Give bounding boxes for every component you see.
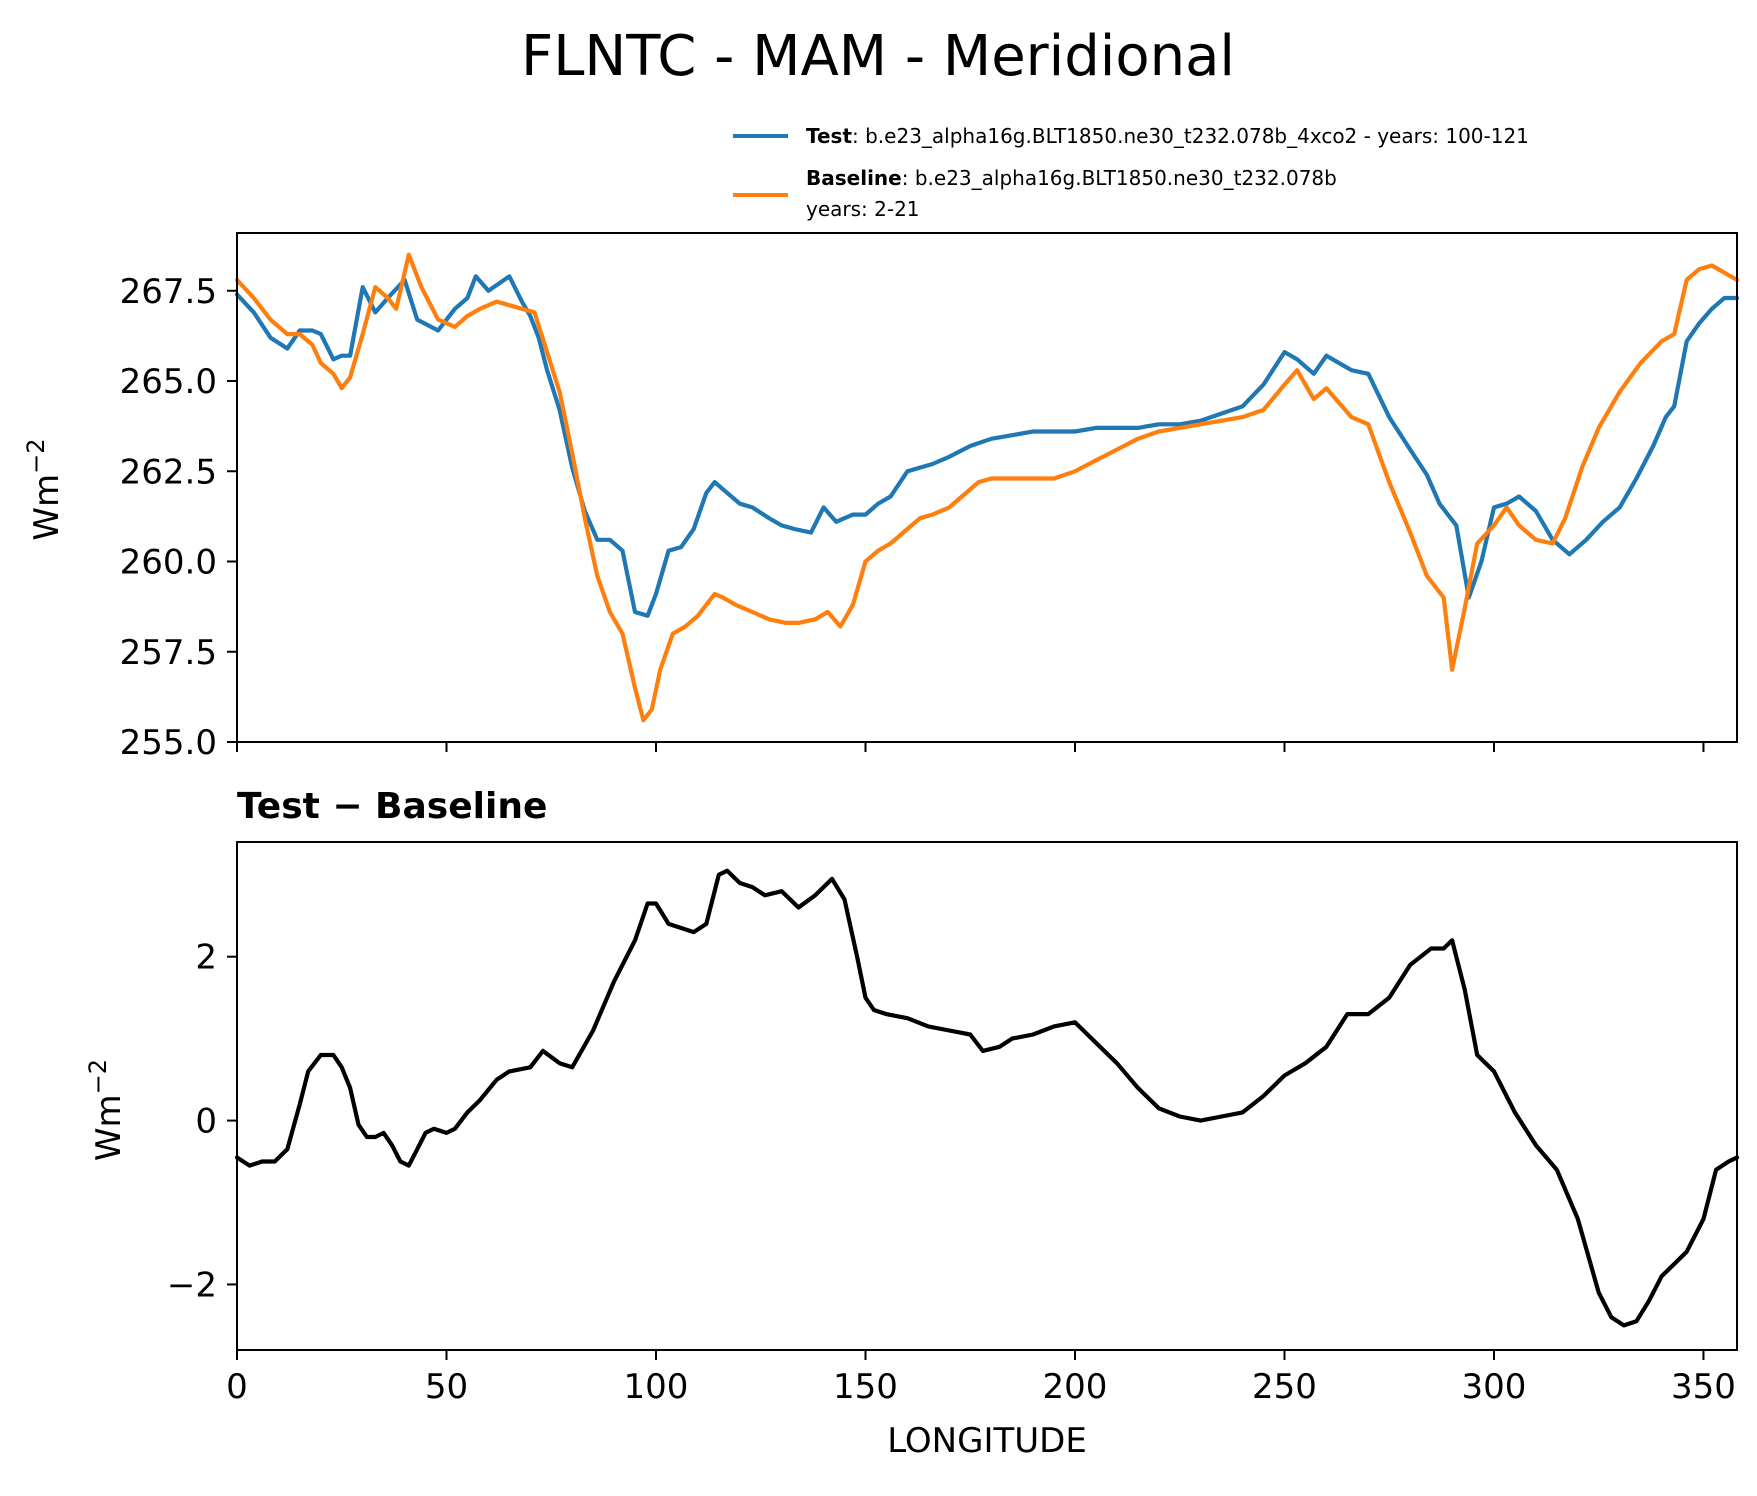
top-ytick-label: 267.5 [120,272,217,312]
top-ytick-label: 260.0 [120,543,217,583]
bottom-ylabel-exponent: −2 [84,1059,112,1094]
top-ytick-label: 262.5 [120,452,217,492]
top-ylabel-unit: Wm [27,474,67,541]
bottom-ytick-label: −2 [167,1265,217,1305]
bottom-ylabel-unit: Wm [89,1094,129,1161]
bottom-series-line-difference [234,868,1740,1328]
bottom-xtick-label: 0 [226,1367,248,1407]
top-axes-frame [236,232,1738,743]
top-ytick-label: 265.0 [120,362,217,402]
top-ylabel: Wm−2 [22,438,67,540]
legend-test-bold: Test [806,124,852,148]
bottom-ylabel: Wm−2 [84,1059,129,1161]
bottom-xlabel: LONGITUDE [887,1421,1087,1461]
bottom-ytick-label: 2 [195,938,217,978]
legend-baseline-text: : b.e23_alpha16g.BLT1850.ne30_t232.078b [902,166,1337,190]
top-series-line-test [234,274,1740,618]
bottom-ytick-label: 0 [195,1102,217,1142]
top-ylabel-exponent: −2 [22,438,50,473]
figure-title: FLNTC - MAM - Meridional [521,24,1235,89]
bottom-xtick-label: 100 [624,1367,689,1407]
legend: Test: b.e23_alpha16g.BLT1850.ne30_t232.0… [733,124,1529,221]
top-series-line-baseline [234,252,1740,723]
bottom-xtick-label: 300 [1462,1367,1527,1407]
bottom-xtick-label: 250 [1252,1367,1317,1407]
top-panel: 255.0 257.5 260.0 262.5 265.0 267.5 Wm−2 [22,232,1740,763]
top-ytick-label: 257.5 [120,633,217,673]
legend-baseline-bold: Baseline [806,166,902,190]
bottom-xtick-label: 50 [425,1367,468,1407]
bottom-axes-frame [236,841,1738,1351]
bottom-xtick-label: 200 [1043,1367,1108,1407]
legend-test-text: : b.e23_alpha16g.BLT1850.ne30_t232.078b_… [852,124,1529,148]
bottom-panel-title: Test − Baseline [237,786,547,827]
bottom-xtick-label: 150 [833,1367,898,1407]
bottom-xtick-label: 350 [1671,1367,1736,1407]
legend-baseline-label: Baseline: b.e23_alpha16g.BLT1850.ne30_t2… [806,166,1337,190]
legend-baseline-years: years: 2-21 [806,197,920,221]
legend-test-label: Test: b.e23_alpha16g.BLT1850.ne30_t232.0… [806,124,1529,148]
top-ytick-label: 255.0 [120,723,217,763]
